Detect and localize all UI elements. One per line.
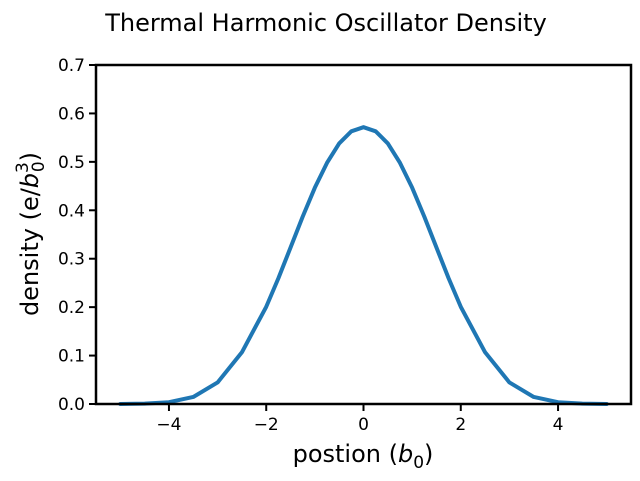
y-tick-label: 0.5 [58,153,85,173]
y-axis-title-suffix: ) [16,152,44,161]
y-axis-title-prefix: density (e/ [16,187,44,316]
y-axis: 0.0 0.1 0.2 0.3 0.4 0.5 0.6 0.7 [58,56,96,415]
y-tick-label: 0.3 [58,250,85,270]
chart-title: Thermal Harmonic Oscillator Density [104,9,547,37]
y-tick-label: 0.6 [58,104,85,124]
x-axis-title-prefix: postion ( [293,440,398,468]
series-line-0 [118,125,609,406]
y-axis-title-var: b [16,173,44,188]
x-tick-label: 0 [358,415,369,435]
x-axis-title-var: b [398,440,413,468]
x-axis-title-sub: 0 [413,453,424,473]
x-axis-title-suffix: ) [424,440,433,468]
x-tick-label: −4 [156,415,181,435]
x-tick-label: 4 [553,415,564,435]
y-tick-label: 0.1 [58,347,85,367]
x-tick-label: 2 [455,415,466,435]
plot-area [118,125,609,406]
y-axis-title-sup: 3 [13,162,33,173]
plot-frame [94,63,633,406]
y-tick-label: 0.7 [58,56,85,76]
y-axis-title: density (e/b30) [13,152,49,316]
y-axis-title-sub: 0 [29,161,49,172]
y-tick-label: 0.4 [58,201,85,221]
x-axis: −4 −2 0 2 4 [156,404,563,435]
y-tick-label: 0.2 [58,298,85,318]
y-tick-label: 0.0 [58,395,85,415]
x-tick-label: −2 [254,415,279,435]
x-axis-title: postion (b0) [293,440,434,473]
